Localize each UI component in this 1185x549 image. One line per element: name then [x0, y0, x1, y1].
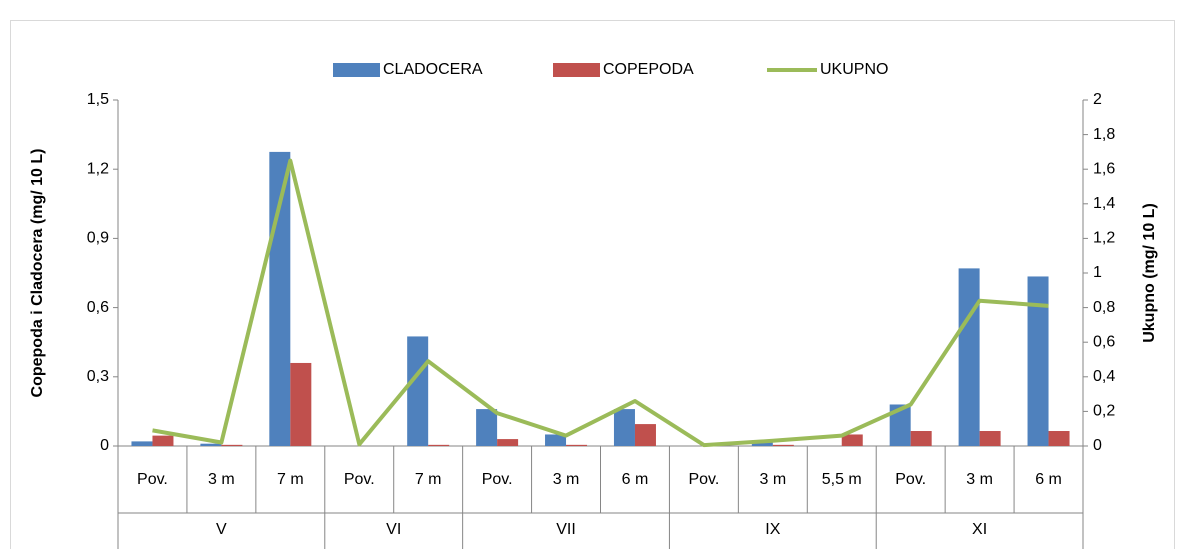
bar	[428, 444, 450, 446]
group-label: VII	[556, 521, 576, 538]
bar	[613, 409, 635, 446]
x-tick-label: 7 m	[415, 471, 442, 488]
legend-label: COPEPODA	[603, 61, 694, 78]
y2-axis-title: Ukupno (mg/ 10 L)	[1141, 203, 1158, 343]
legend-label: UKUPNO	[820, 61, 888, 78]
y-tick-label: 0,3	[87, 368, 109, 385]
bar	[200, 443, 222, 446]
bar	[772, 444, 794, 446]
x-tick-label: 3 m	[759, 471, 786, 488]
y2-tick-label: 0	[1093, 437, 1102, 454]
bar	[634, 424, 656, 446]
x-tick-label: Pov.	[482, 471, 513, 488]
y2-tick-label: 0,8	[1093, 299, 1115, 316]
y2-tick-label: 1,6	[1093, 160, 1115, 177]
group-label: IX	[765, 521, 780, 538]
y2-tick-label: 1,8	[1093, 126, 1115, 143]
x-tick-label: 6 m	[1035, 471, 1062, 488]
y-tick-label: 1,5	[87, 91, 109, 108]
bar	[476, 409, 498, 446]
bar	[1048, 431, 1070, 446]
x-tick-label: 3 m	[553, 471, 580, 488]
bar	[131, 441, 153, 446]
y2-tick-label: 1	[1093, 264, 1102, 281]
x-tick-label: 7 m	[277, 471, 304, 488]
y2-tick-label: 0,6	[1093, 333, 1115, 350]
bar	[841, 434, 863, 446]
legend-label: CLADOCERA	[383, 61, 483, 78]
x-tick-label: Pov.	[688, 471, 719, 488]
bar	[1027, 276, 1049, 446]
bar	[958, 268, 980, 446]
bar	[566, 444, 588, 446]
bar	[545, 434, 567, 446]
y2-tick-label: 0,2	[1093, 403, 1115, 420]
legend-swatch	[553, 63, 600, 77]
y2-tick-label: 0,4	[1093, 368, 1115, 385]
y-tick-label: 0,9	[87, 230, 109, 247]
y-tick-label: 0,6	[87, 299, 109, 316]
bar	[910, 431, 932, 446]
x-tick-label: 3 m	[208, 471, 235, 488]
group-label: VI	[386, 521, 401, 538]
chart-frame	[10, 20, 1175, 549]
y-axis-title: Copepoda i Cladocera (mg/ 10 L)	[29, 149, 46, 398]
y2-tick-label: 1,2	[1093, 230, 1115, 247]
x-tick-label: Pov.	[344, 471, 375, 488]
x-tick-label: 3 m	[966, 471, 993, 488]
y2-tick-label: 1,4	[1093, 195, 1115, 212]
y-tick-label: 1,2	[87, 160, 109, 177]
bar	[889, 404, 911, 446]
bar	[152, 435, 174, 446]
bar	[290, 362, 312, 446]
legend-swatch	[333, 63, 380, 77]
x-tick-label: Pov.	[137, 471, 168, 488]
bar	[407, 336, 429, 446]
x-tick-label: 5,5 m	[822, 471, 862, 488]
bar	[221, 444, 243, 446]
bar	[497, 439, 519, 446]
x-tick-label: Pov.	[895, 471, 926, 488]
y-tick-label: 0	[100, 437, 109, 454]
line	[152, 158, 1049, 448]
group-label: V	[216, 521, 227, 538]
group-label: XI	[972, 521, 987, 538]
x-tick-label: 6 m	[622, 471, 649, 488]
y2-tick-label: 2	[1093, 91, 1102, 108]
bar	[979, 431, 1001, 446]
